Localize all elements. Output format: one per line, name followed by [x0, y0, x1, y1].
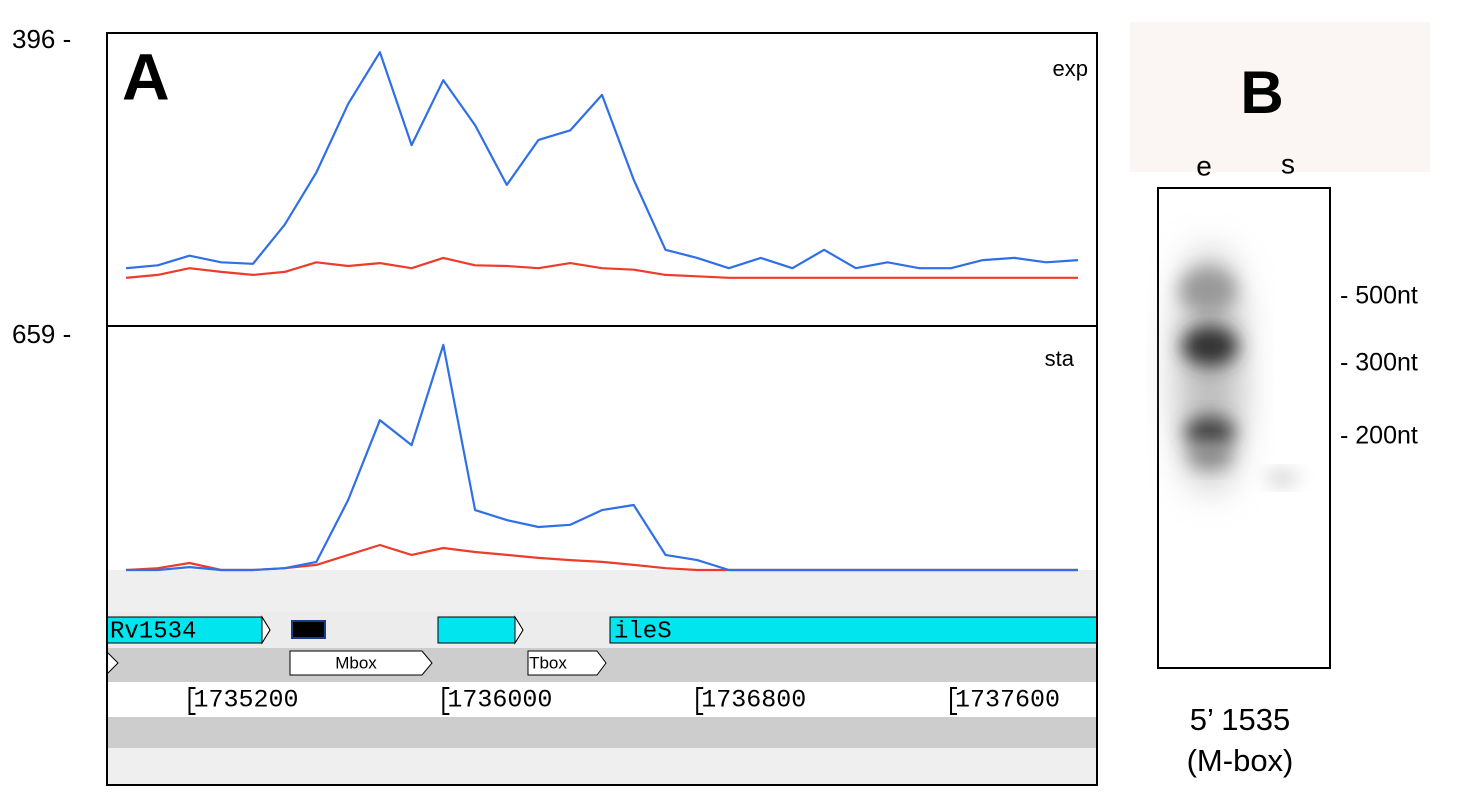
coverage-line [125, 543, 1078, 572]
x-tick [696, 687, 704, 715]
label-bg [1130, 22, 1430, 172]
size-marker: - 300nt [1340, 349, 1418, 377]
size-marker: - 200nt [1340, 422, 1418, 450]
size-marker: - 500nt [1340, 282, 1418, 310]
feature-label: Tbox [529, 653, 567, 672]
y-tick-label: 659 - [12, 319, 71, 349]
track-area [107, 570, 1097, 785]
x-tick-label: 1736000 [447, 686, 552, 715]
x-tick [442, 687, 450, 715]
x-tick-label: 1736800 [701, 686, 806, 715]
panel-label: A [122, 39, 170, 113]
y-tick-label: 396 - [12, 24, 71, 54]
lane-label: e [1196, 150, 1212, 181]
coverage-line [125, 256, 1078, 279]
gene-features [106, 615, 1098, 676]
x-tick [950, 687, 958, 715]
frame [106, 32, 1098, 786]
gene-label: Rv1534 [110, 618, 196, 645]
gel [1157, 187, 1331, 669]
coverage-line [126, 343, 1078, 572]
feature-label: Mbox [335, 653, 377, 672]
coverage-line [125, 51, 1079, 270]
caption: (M-box) [1187, 743, 1294, 778]
lane-label: s [1281, 148, 1295, 179]
x-tick-label: 1737600 [955, 686, 1060, 715]
panel-label: B [1240, 59, 1283, 126]
track-label: exp [1053, 56, 1088, 81]
track-label: sta [1045, 346, 1075, 371]
x-tick [188, 687, 196, 715]
plots: 396 - 659 - 1735200 1736000 1736800 1737600 [12, 24, 1079, 715]
caption: 5’ 1535 [1190, 702, 1291, 737]
gene-label: ileS [614, 618, 672, 645]
x-tick-label: 1735200 [194, 686, 299, 715]
